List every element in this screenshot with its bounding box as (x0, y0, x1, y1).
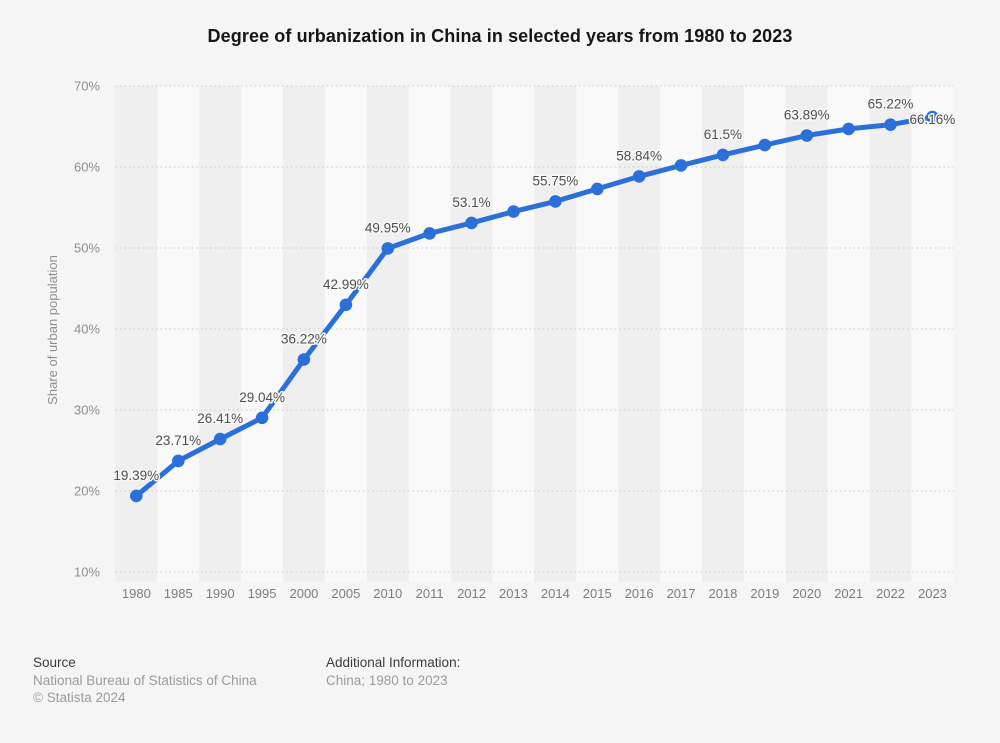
x-tick-label: 2011 (416, 586, 444, 601)
data-point (926, 110, 939, 124)
x-tick-label: 2000 (289, 586, 318, 601)
data-point (632, 170, 646, 183)
x-tick-label: 2013 (499, 586, 528, 601)
x-tick-label: 2016 (625, 586, 654, 601)
x-tick-label: 2023 (918, 586, 947, 601)
data-point (507, 205, 520, 218)
x-tick-label: 2012 (457, 586, 486, 601)
data-point (381, 242, 395, 255)
plot-stripe (785, 86, 828, 582)
data-point (591, 182, 604, 196)
data-label: 42.99% (323, 277, 369, 292)
data-point (758, 138, 772, 152)
data-label: 26.41% (197, 411, 243, 426)
plot-stripe (366, 86, 409, 582)
data-label: 61.5% (704, 127, 742, 142)
data-label: 29.04% (239, 390, 285, 405)
data-label: 58.84% (616, 148, 662, 163)
plot-stripe (576, 86, 619, 582)
data-point (842, 122, 855, 136)
plot-stripe (199, 86, 242, 582)
x-tick-label: 2019 (750, 586, 779, 601)
copyright-notice: © Statista 2024 (33, 689, 126, 705)
plot-stripe (702, 86, 744, 582)
data-point (339, 298, 353, 312)
data-point (423, 227, 436, 240)
data-point (213, 432, 227, 446)
plot-stripe (157, 86, 200, 582)
data-label: 36.22% (281, 332, 327, 347)
source-heading: Source (33, 655, 76, 670)
y-tick-label: 20% (74, 484, 100, 499)
data-label: 19.39% (113, 468, 159, 483)
data-point (255, 411, 269, 425)
footer-additional-block: Additional Information: China; 1980 to 2… (326, 655, 460, 690)
data-point (465, 216, 478, 230)
additional-info-text: China; 1980 to 2023 (326, 673, 448, 688)
x-tick-label: 1995 (248, 586, 277, 601)
y-tick-label: 60% (74, 160, 100, 175)
data-point (800, 129, 814, 142)
plot-stripe (324, 86, 367, 582)
plot-stripe (492, 86, 535, 582)
x-tick-label: 2020 (792, 586, 821, 601)
x-tick-label: 1990 (206, 586, 235, 601)
data-label: 49.95% (365, 220, 411, 235)
y-tick-label: 40% (74, 322, 100, 337)
x-tick-label: 2022 (876, 586, 905, 601)
data-point (172, 454, 185, 468)
line-chart-canvas: 10% 20% 30% 40% 50% 60% 70% Share of urban popu… (45, 79, 957, 602)
plot-stripe (115, 86, 158, 582)
data-point (884, 118, 897, 131)
data-label: 55.75% (533, 173, 579, 188)
additional-info-heading: Additional Information: (326, 655, 461, 670)
source-name: National Bureau of Statistics of China (33, 673, 257, 688)
plot-stripe (450, 86, 493, 582)
x-tick-label: 2017 (667, 586, 696, 601)
data-label: 65.22% (868, 97, 914, 112)
x-tick-label: 2010 (373, 586, 402, 601)
plot-stripe (534, 86, 577, 582)
plot-stripe (283, 86, 325, 582)
y-tick-label: 50% (74, 241, 100, 256)
data-point (674, 159, 688, 172)
x-tick-label: 2014 (541, 586, 570, 601)
plot-stripe (241, 86, 283, 582)
data-label: 66.16% (910, 112, 956, 127)
x-tick-label: 2005 (331, 586, 360, 601)
y-tick-label: 10% (74, 565, 100, 580)
x-tick-label: 1980 (122, 586, 151, 601)
x-tick-label: 1985 (164, 586, 193, 601)
y-axis-title: Share of urban population (45, 255, 60, 405)
data-label: 63.89% (784, 108, 830, 123)
chart-title: Degree of urbanization in China in selec… (207, 26, 793, 46)
trend-line (133, 114, 935, 499)
x-tick-label: 2018 (708, 586, 737, 601)
plot-stripe (408, 86, 451, 582)
data-label: 53.1% (452, 195, 490, 210)
data-point (130, 489, 143, 503)
x-tick-label: 2021 (834, 586, 863, 601)
plot-stripe (827, 86, 870, 582)
data-point (297, 353, 311, 366)
plot-stripe (911, 86, 954, 582)
plot-stripe (618, 86, 661, 582)
y-tick-label: 70% (74, 79, 100, 94)
y-tick-label: 30% (74, 403, 100, 418)
footer-source-block: Source National Bureau of Statistics of … (33, 655, 257, 706)
data-point (716, 148, 730, 162)
plot-stripe (869, 86, 912, 582)
x-tick-label: 2015 (583, 586, 612, 601)
plot-stripe (743, 86, 786, 582)
data-label: 23.71% (155, 433, 201, 448)
data-point (549, 195, 562, 208)
